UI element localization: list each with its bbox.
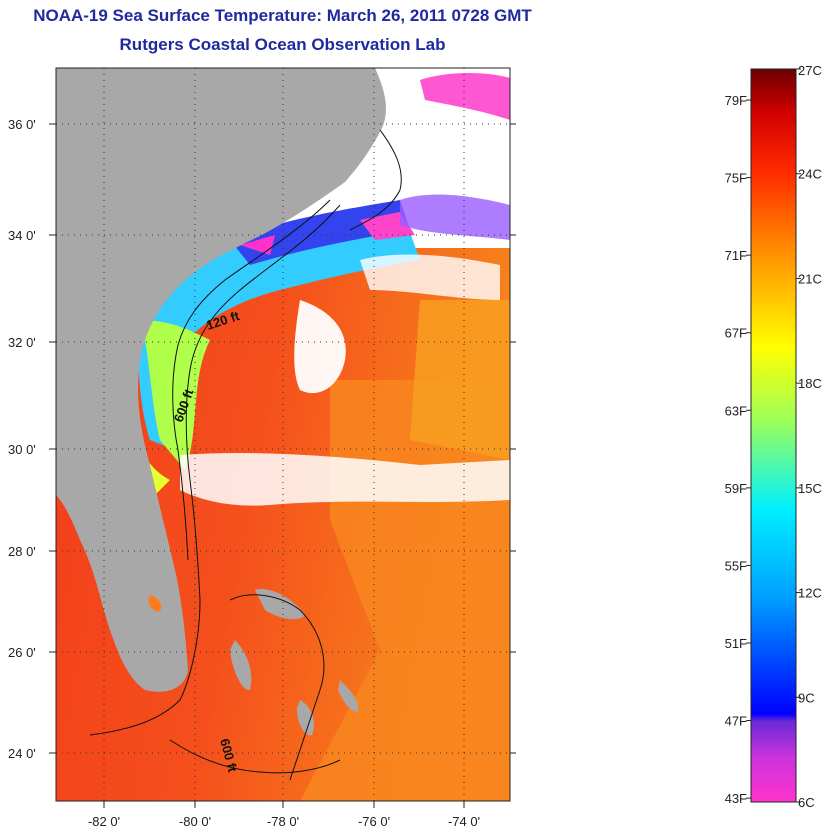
colorbar-label-celsius: 15C xyxy=(798,481,822,496)
colorbar-ticks xyxy=(746,68,801,803)
colorbar-label-celsius: 24C xyxy=(798,167,822,182)
lat-label: 32 0' xyxy=(8,335,36,350)
colorbar-label-celsius: 12C xyxy=(798,586,822,601)
contour-600ft xyxy=(89,204,341,736)
lat-label: 28 0' xyxy=(8,544,36,559)
lat-label: 24 0' xyxy=(8,746,36,761)
lon-label: -76 0' xyxy=(358,814,390,829)
colorbar-label-fahrenheit: 79F xyxy=(725,93,747,108)
colorbar-label-fahrenheit: 71F xyxy=(725,248,747,263)
lon-label: -78 0' xyxy=(267,814,299,829)
colorbar-label-fahrenheit: 55F xyxy=(725,558,747,573)
colorbar-label-fahrenheit: 51F xyxy=(725,636,747,651)
contour-120ft xyxy=(172,199,331,561)
lat-label: 26 0' xyxy=(8,645,36,660)
cloud-patch xyxy=(294,300,346,394)
colorbar-label-celsius: 27C xyxy=(798,63,822,78)
isobath-contours xyxy=(89,129,402,781)
cold-water-band xyxy=(138,205,420,450)
lat-label: 30 0' xyxy=(8,442,36,457)
colorbar-label-fahrenheit: 59F xyxy=(725,481,747,496)
lat-label: 36 0' xyxy=(8,117,36,132)
graticule xyxy=(56,68,510,801)
colorbar-label-celsius: 18C xyxy=(798,376,822,391)
colorbar-label-fahrenheit: 43F xyxy=(725,791,747,806)
colorbar-label-celsius: 9C xyxy=(798,690,815,705)
colorbar-label-fahrenheit: 47F xyxy=(725,714,747,729)
colorbar xyxy=(750,68,797,803)
map-title: NOAA-19 Sea Surface Temperature: March 2… xyxy=(33,6,532,25)
colorbar-fahrenheit-labels: 79F 75F 71F 67F 63F 59F 55F 51F 47F 43F xyxy=(725,93,747,806)
colorbar-label-fahrenheit: 67F xyxy=(725,326,747,341)
map-image: 120 ft 600 ft 600 ft xyxy=(56,68,510,801)
axis-ticks xyxy=(49,123,516,808)
colorbar-label-fahrenheit: 63F xyxy=(725,403,747,418)
land-bahamas xyxy=(255,589,305,620)
lon-label: -80 0' xyxy=(179,814,211,829)
colorbar-label-fahrenheit: 75F xyxy=(725,171,747,186)
lon-label: -82 0' xyxy=(88,814,120,829)
land-mainland xyxy=(56,68,386,692)
lon-label: -74 0' xyxy=(448,814,480,829)
map-subtitle: Rutgers Coastal Ocean Observation Lab xyxy=(119,35,446,54)
colorbar-label-celsius: 6C xyxy=(798,795,815,810)
colorbar-celsius-labels: 27C 24C 21C 18C 15C 12C 9C 6C xyxy=(798,63,822,810)
colorbar-label-celsius: 21C xyxy=(798,271,822,286)
lat-label: 34 0' xyxy=(8,228,36,243)
